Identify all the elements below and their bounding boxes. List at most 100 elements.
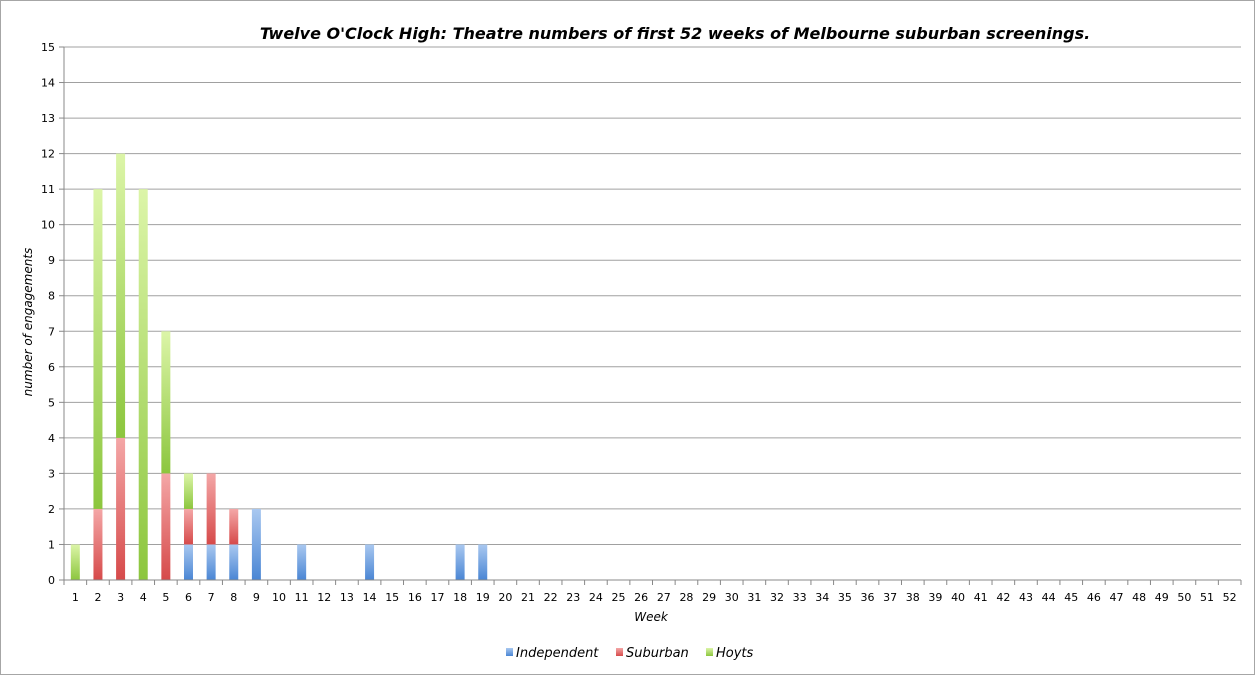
- x-tick-label: 39: [928, 591, 942, 604]
- legend-swatch-hoyts: [706, 648, 713, 656]
- x-tick-label: 32: [770, 591, 784, 604]
- bar-suburban-week-5: [161, 473, 171, 580]
- x-tick-label: 22: [544, 591, 558, 604]
- x-tick-label: 3: [117, 591, 124, 604]
- x-tick-label: 18: [453, 591, 467, 604]
- x-tick-label: 35: [838, 591, 852, 604]
- x-tick-label: 13: [340, 591, 354, 604]
- x-tick-label: 6: [185, 591, 192, 604]
- bar-suburban-week-3: [116, 437, 126, 580]
- x-tick-label: 24: [589, 591, 603, 604]
- x-tick-label: 37: [883, 591, 897, 604]
- x-tick-label: 8: [230, 591, 237, 604]
- x-tick-label: 40: [951, 591, 965, 604]
- x-tick-label: 1: [72, 591, 79, 604]
- y-tick-label: 11: [41, 183, 55, 196]
- x-tick-label: 46: [1087, 591, 1101, 604]
- x-tick-label: 50: [1177, 591, 1191, 604]
- x-tick-label: 23: [566, 591, 580, 604]
- x-tick-label: 41: [974, 591, 988, 604]
- y-tick-label: 10: [41, 219, 55, 232]
- x-tick-label: 10: [272, 591, 286, 604]
- bar-hoyts-week-3: [116, 153, 126, 438]
- legend-label-suburban: Suburban: [626, 646, 689, 661]
- bar-independent-week-7: [206, 544, 216, 580]
- bar-suburban-week-7: [206, 473, 216, 545]
- legend-label-independent: Independent: [516, 646, 599, 661]
- y-tick-label: 9: [48, 254, 55, 267]
- bar-suburban-week-6: [183, 508, 193, 545]
- x-tick-label: 12: [317, 591, 331, 604]
- x-tick-label: 42: [996, 591, 1010, 604]
- legend: Independent Suburban Hoyts: [506, 646, 754, 661]
- x-tick-label: 43: [1019, 591, 1033, 604]
- x-tick-label: 2: [94, 591, 101, 604]
- x-tick-label: 16: [408, 591, 422, 604]
- bar-independent-week-14: [365, 544, 375, 580]
- x-tick-label: 28: [679, 591, 693, 604]
- bar-independent-week-18: [455, 544, 465, 580]
- x-tick-label: 38: [906, 591, 920, 604]
- x-tick-label: 21: [521, 591, 535, 604]
- x-tick-labels: 1 2 3 4 5 6 7 8 9 10 11 12 13 14 15 16 17 18 19 20 21 22 23 24 2…: [72, 591, 1237, 604]
- x-tick-label: 20: [498, 591, 512, 604]
- x-tick-label: 49: [1155, 591, 1169, 604]
- bar-suburban-week-2: [93, 508, 103, 580]
- bar-suburban-week-8: [229, 508, 239, 545]
- bar-independent-week-19: [478, 544, 488, 580]
- x-tick-label: 30: [725, 591, 739, 604]
- x-tick-label: 27: [657, 591, 671, 604]
- bar-hoyts-week-4: [138, 189, 148, 580]
- x-tick-label: 11: [295, 591, 309, 604]
- bar-hoyts-week-2: [93, 189, 103, 509]
- y-tick-label: 3: [48, 467, 55, 480]
- y-tick-label: 13: [41, 112, 55, 125]
- y-tick-label: 15: [41, 41, 55, 54]
- bar-independent-week-11: [297, 544, 307, 580]
- legend-swatch-suburban: [616, 648, 623, 656]
- y-tick-label: 8: [48, 290, 55, 303]
- y-tick-label: 6: [48, 361, 55, 374]
- x-tick-label: 4: [140, 591, 147, 604]
- y-tick-label: 5: [48, 396, 55, 409]
- legend-swatch-independent: [506, 648, 513, 656]
- bar-hoyts-week-6: [183, 473, 193, 509]
- x-tick-label: 45: [1064, 591, 1078, 604]
- x-tick-label: 52: [1223, 591, 1237, 604]
- x-tick-label: 26: [634, 591, 648, 604]
- x-tick-label: 5: [162, 591, 169, 604]
- bar-hoyts-week-5: [161, 331, 171, 474]
- x-tick-label: 51: [1200, 591, 1214, 604]
- bars: [70, 153, 488, 580]
- y-tick-label: 4: [48, 432, 55, 445]
- x-tick-label: 31: [747, 591, 761, 604]
- y-tick-label: 14: [41, 77, 55, 90]
- x-tick-label: 25: [612, 591, 626, 604]
- bar-independent-week-8: [229, 544, 239, 580]
- x-tick-label: 29: [702, 591, 716, 604]
- x-tick-label: 36: [861, 591, 875, 604]
- y-tick-label: 12: [41, 148, 55, 161]
- y-tick-label: 1: [48, 538, 55, 551]
- x-tick-label: 48: [1132, 591, 1146, 604]
- bar-hoyts-week-1: [70, 544, 80, 580]
- y-tick-label: 2: [48, 503, 55, 516]
- x-tick-label: 17: [430, 591, 444, 604]
- x-tick-label: 15: [385, 591, 399, 604]
- x-tick-label: 14: [363, 591, 377, 604]
- y-tick-label: 0: [48, 574, 55, 587]
- x-tick-label: 7: [208, 591, 215, 604]
- y-axis-label: number of engagements: [21, 248, 35, 397]
- x-tick-label: 47: [1110, 591, 1124, 604]
- x-tick-label: 44: [1042, 591, 1056, 604]
- bar-independent-week-6: [183, 544, 193, 580]
- y-tick-label: 7: [48, 325, 55, 338]
- x-tick-label: 33: [793, 591, 807, 604]
- x-tick-label: 19: [476, 591, 490, 604]
- x-tick-label: 34: [815, 591, 829, 604]
- x-axis-label: Week: [634, 610, 669, 624]
- legend-label-hoyts: Hoyts: [716, 646, 754, 661]
- bar-independent-week-9: [251, 508, 261, 580]
